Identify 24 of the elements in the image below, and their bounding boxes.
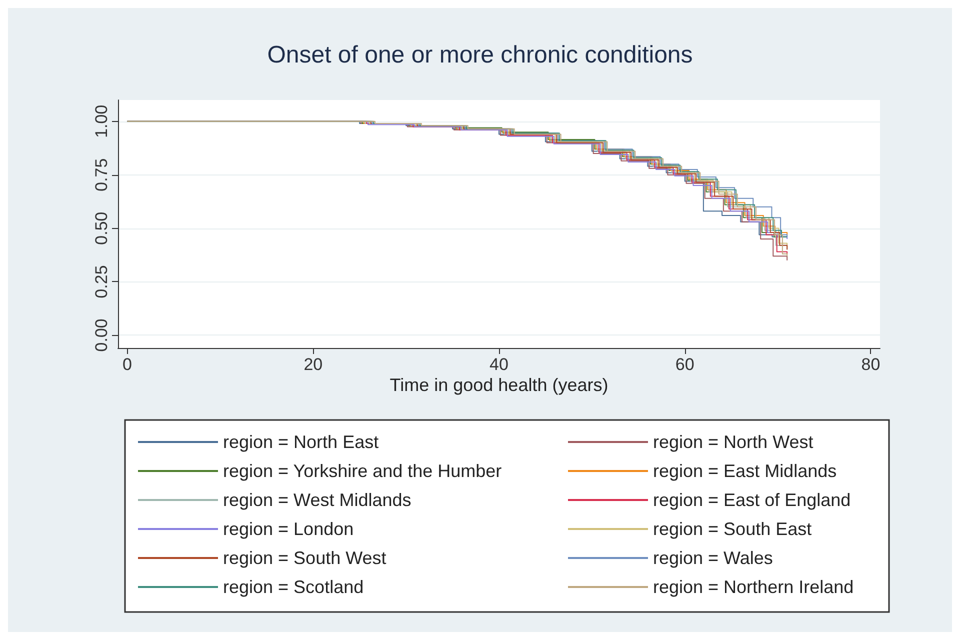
chart-title: Onset of one or more chronic conditions: [267, 42, 693, 68]
legend-label: region = South West: [223, 548, 386, 568]
x-tick-label: 60: [675, 355, 694, 374]
y-tick-label: 0.25: [92, 265, 111, 298]
x-tick-label: 0: [122, 355, 132, 374]
legend-label: region = North West: [653, 432, 814, 452]
x-tick-label: 80: [861, 355, 880, 374]
y-tick-label: 0.00: [92, 318, 111, 352]
y-tick-label: 0.75: [92, 158, 111, 192]
x-tick-label: 20: [304, 355, 323, 374]
legend-label: region = East Midlands: [653, 461, 837, 481]
legend-label: region = Northern Ireland: [653, 577, 854, 597]
legend-label: region = South East: [653, 519, 812, 539]
legend-label: region = North East: [223, 432, 379, 452]
legend-label: region = Scotland: [223, 577, 364, 597]
legend-label: region = West Midlands: [223, 490, 412, 510]
legend-label: region = East of England: [653, 490, 851, 510]
legend-label: region = London: [223, 519, 354, 539]
x-axis-title: Time in good health (years): [390, 375, 608, 395]
legend-label: region = Wales: [653, 548, 773, 568]
x-tick-label: 40: [490, 355, 508, 374]
legend-label: region = Yorkshire and the Humber: [223, 461, 502, 481]
y-tick-label: 1.00: [92, 104, 111, 138]
y-tick-label: 0.50: [92, 212, 111, 245]
